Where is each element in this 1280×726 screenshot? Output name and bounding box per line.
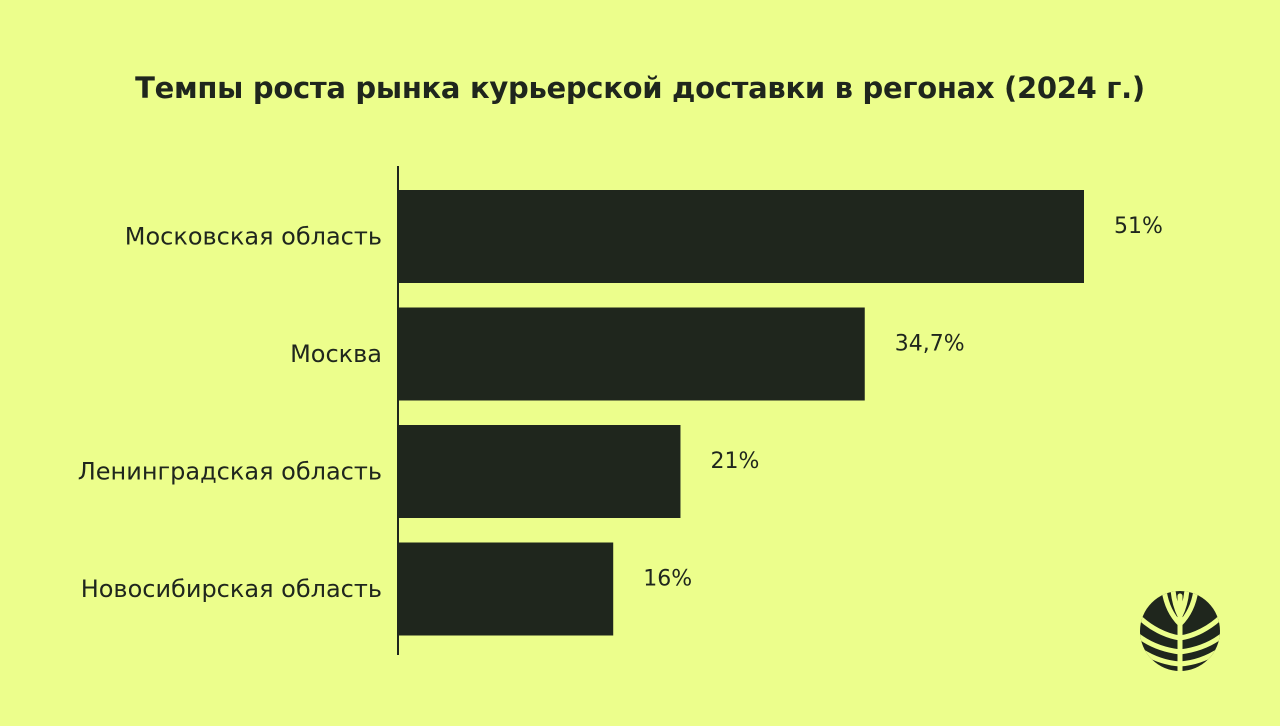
- bar-1: [398, 190, 1084, 283]
- bar-3: [398, 425, 681, 518]
- value-label-1: 51%: [1114, 214, 1163, 239]
- value-label-3: 21%: [710, 449, 759, 474]
- category-labels-group: Московская область Москва Ленинградская об…: [78, 223, 382, 604]
- category-label-3: Ленинградская область: [78, 458, 382, 486]
- tree-canopy-icon: [1140, 591, 1220, 671]
- category-label-1: Московская область: [125, 223, 382, 251]
- bar-4: [398, 542, 614, 636]
- category-label-2: Москва: [290, 340, 382, 368]
- bars-group: [398, 190, 1084, 636]
- category-label-4: Новосибирская область: [81, 575, 382, 603]
- chart-title: Темпы роста рынка курьерской доставки в …: [135, 71, 1145, 105]
- value-label-4: 16%: [643, 567, 692, 592]
- value-label-2: 34,7%: [895, 332, 965, 357]
- value-labels-group: 51% 34,7% 21% 16%: [643, 214, 1163, 592]
- bar-2: [398, 307, 865, 401]
